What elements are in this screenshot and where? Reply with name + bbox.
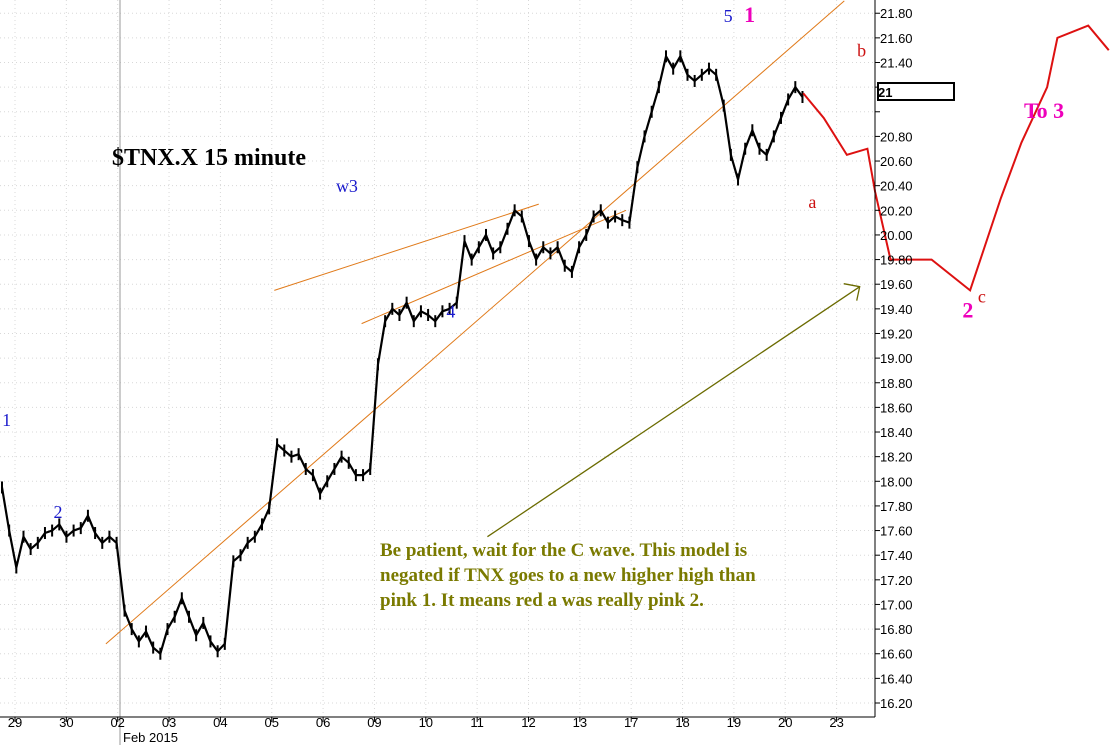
note-line: pink 1. It means red a was really pink 2… xyxy=(380,590,704,611)
last-price-label: 21 xyxy=(878,85,892,100)
arrow-shaft xyxy=(487,286,861,538)
y-tick-label: 17.40 xyxy=(880,548,913,563)
commentary-note: Be patient, wait for the C wave. This mo… xyxy=(380,540,756,611)
y-tick-label: 21.80 xyxy=(880,6,913,21)
x-tick-label: 04 xyxy=(213,715,227,730)
y-tick-label: 20.60 xyxy=(880,154,913,169)
y-tick-label: 20.80 xyxy=(880,129,913,144)
wave-label: 4 xyxy=(446,301,455,321)
y-tick-label: 18.60 xyxy=(880,400,913,415)
wave-label: 2 xyxy=(54,502,63,522)
x-axis: 29 30 02 03 04 05 06 09 10 11 12 13 17 18 19 20 23 xyxy=(8,715,844,730)
x-tick-label: 18 xyxy=(675,715,689,730)
y-tick-label: 16.60 xyxy=(880,647,913,662)
x-tick-label: 12 xyxy=(521,715,535,730)
x-tick-label: 23 xyxy=(829,715,843,730)
wave-label: a xyxy=(808,192,816,212)
y-tick-label: 17.00 xyxy=(880,597,913,612)
y-tick-label: 21.60 xyxy=(880,31,913,46)
projection-line xyxy=(802,24,1110,293)
x-tick-label: 03 xyxy=(162,715,176,730)
x-tick-label: 02 xyxy=(110,715,124,730)
note-line: negated if TNX goes to a new higher high… xyxy=(380,565,756,586)
y-tick-label: 20.40 xyxy=(880,179,913,194)
month-label: Feb 2015 xyxy=(123,730,178,745)
x-tick-label: 05 xyxy=(265,715,279,730)
y-axis: 16.20 16.40 16.60 16.80 17.00 17.20 17.40 17.60… xyxy=(875,6,913,711)
y-tick-label: 21.40 xyxy=(880,56,913,71)
chart-title: $TNX.X 15 minute xyxy=(112,145,306,171)
projection-path xyxy=(802,24,1110,293)
y-tick-label: 20.20 xyxy=(880,203,913,218)
wave-label: 1 xyxy=(2,410,11,430)
x-tick-label: 06 xyxy=(316,715,330,730)
y-tick-label: 19.80 xyxy=(880,253,913,268)
wave-label: To 3 xyxy=(1024,98,1064,123)
x-tick-label: 29 xyxy=(8,715,22,730)
x-tick-label: 09 xyxy=(367,715,381,730)
wave-label: 1 xyxy=(744,2,755,27)
x-tick-label: 11 xyxy=(470,715,484,730)
note-line: Be patient, wait for the C wave. This mo… xyxy=(380,540,747,561)
y-tick-label: 18.00 xyxy=(880,474,913,489)
y-tick-label: 19.60 xyxy=(880,277,913,292)
price-line xyxy=(0,53,804,656)
y-tick-label: 17.80 xyxy=(880,499,913,514)
price-series xyxy=(0,50,804,660)
x-tick-label: 30 xyxy=(59,715,73,730)
grid-lines xyxy=(0,0,875,745)
y-tick-label: 16.20 xyxy=(880,696,913,711)
target-arrow xyxy=(487,283,861,538)
x-tick-label: 19 xyxy=(727,715,741,730)
y-tick-label: 18.40 xyxy=(880,425,913,440)
y-tick-label: 19.00 xyxy=(880,351,913,366)
y-tick-label: 18.20 xyxy=(880,450,913,465)
x-tick-label: 20 xyxy=(778,715,792,730)
y-tick-label: 17.20 xyxy=(880,573,913,588)
x-tick-label: 10 xyxy=(419,715,433,730)
trendline xyxy=(105,0,845,645)
y-tick-label: 18.80 xyxy=(880,376,913,391)
wave-label: 2 xyxy=(962,297,973,322)
wave-label: c xyxy=(978,287,986,307)
x-tick-label: 17 xyxy=(624,715,638,730)
arrow-head xyxy=(843,283,861,301)
last-price-badge: 21 xyxy=(877,82,955,101)
wave-label: b xyxy=(857,40,866,60)
y-tick-label: 20.00 xyxy=(880,228,913,243)
y-tick-label: 16.80 xyxy=(880,622,913,637)
y-tick-label: 19.40 xyxy=(880,302,913,317)
x-tick-label: 13 xyxy=(573,715,587,730)
wave-label: w3 xyxy=(336,176,358,196)
wave-label: 5 xyxy=(724,6,733,26)
y-tick-label: 19.20 xyxy=(880,326,913,341)
trendline xyxy=(274,203,539,291)
y-tick-label: 17.60 xyxy=(880,524,913,539)
y-tick-label: 16.40 xyxy=(880,671,913,686)
